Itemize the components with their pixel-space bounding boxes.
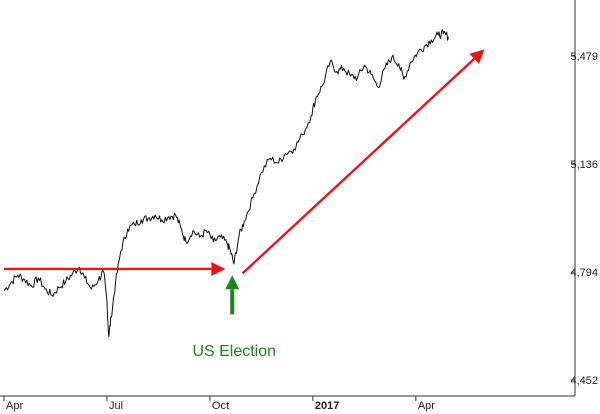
arrow-head-2 — [225, 275, 240, 290]
arrow-layer — [4, 49, 485, 315]
x-tick-label: Apr — [418, 400, 435, 412]
annotation-label: US Election — [192, 343, 276, 360]
arrow-head-1 — [469, 49, 485, 65]
y-tick-layer: 5,479 5,136 4,794 4,452 — [570, 51, 598, 387]
annotation-layer: US Election — [192, 343, 276, 360]
arrow-head-0 — [211, 261, 226, 276]
y-tick-label: 5,479 — [570, 51, 598, 63]
arrow-shaft-1 — [241, 58, 476, 275]
y-tick-label: 4,452 — [570, 375, 598, 387]
plot-lines — [0, 0, 576, 397]
y-tick-label: 4,794 — [570, 267, 598, 279]
series-layer — [3, 29, 449, 337]
x-tick-label: 2017 — [315, 400, 339, 412]
series-line-0 — [3, 29, 449, 337]
x-tick-label: Jul — [109, 400, 123, 412]
y-tick-label: 5,136 — [570, 159, 598, 171]
x-tick-label: Apr — [6, 400, 23, 412]
x-tick-label: Oct — [212, 400, 229, 412]
x-tick-layer: Apr Jul Oct 2017 Apr — [3, 396, 435, 412]
